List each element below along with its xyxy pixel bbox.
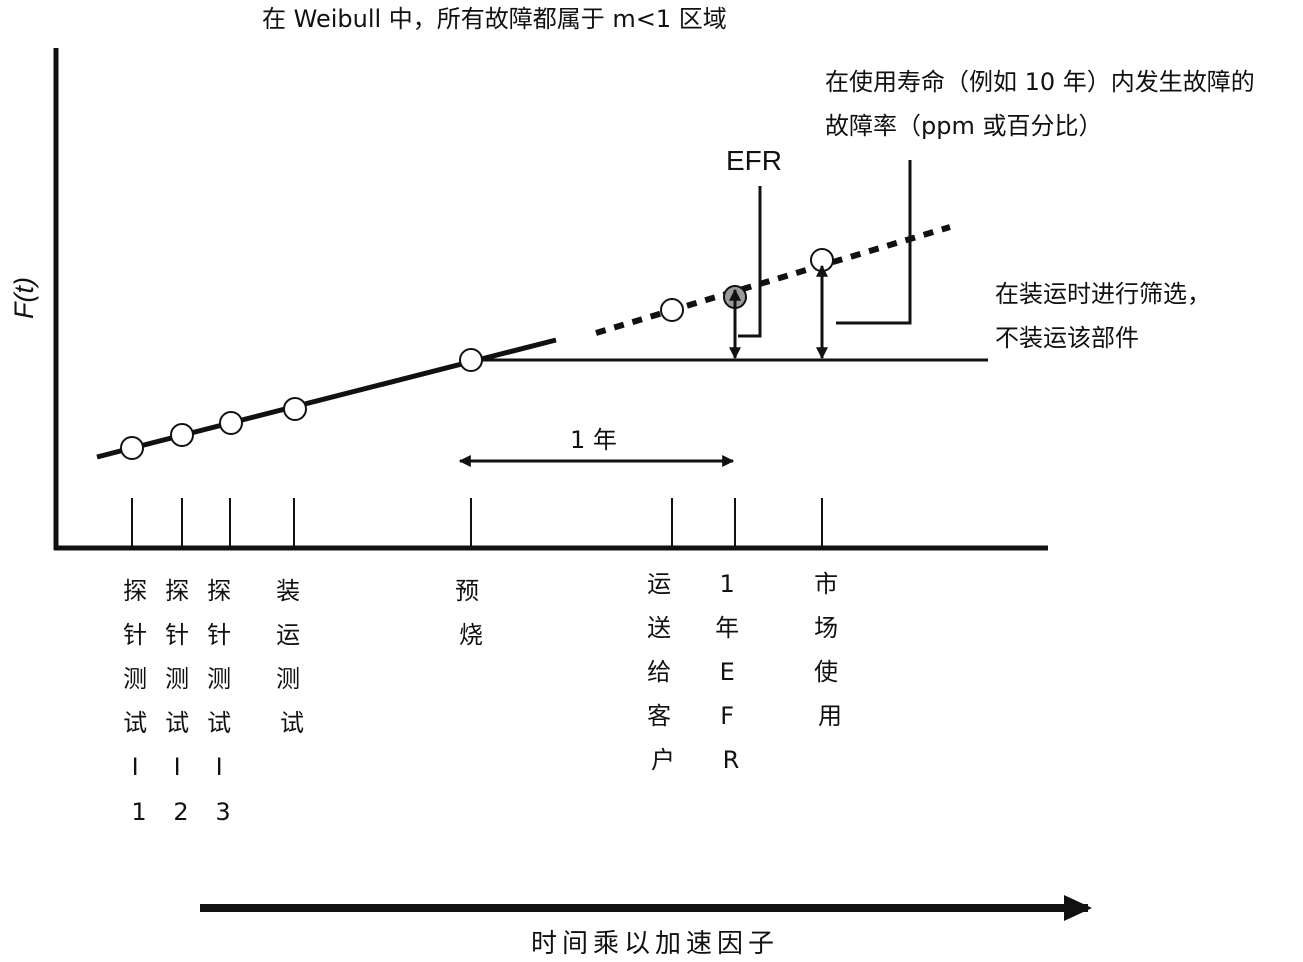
efr-label: EFR	[726, 145, 782, 176]
time-arrow-head	[1064, 895, 1092, 921]
milestone-label-ship-customer: 运 送 给 客 户	[647, 570, 679, 774]
y-axis-label: F(t)	[9, 277, 39, 319]
efr-bracket	[738, 186, 762, 338]
data-point-burn-in	[459, 348, 483, 372]
milestone-labels: 探 针 测 试 Ⅰ 1 探 针 测 试 Ⅰ 2 探 针 测 试 Ⅰ 3 装 运 …	[123, 570, 846, 826]
milestone-label-probe-3: 探 针 测 试 Ⅰ 3	[207, 577, 239, 826]
milestone-label-probe-2: 探 针 测 试 Ⅰ 2	[165, 577, 197, 826]
rate-annotation-line-1: 在使用寿命（例如 10 年）内发生故障的	[825, 68, 1255, 96]
data-point-probe-2	[170, 423, 194, 447]
milestone-label-efr: 1 年 E F R	[715, 570, 747, 774]
top-annotation: 在 Weibull 中，所有故障都属于 m<1 区域	[262, 5, 727, 33]
milestone-label-probe-1: 探 针 测 试 Ⅰ 1	[123, 577, 155, 826]
data-point-ship-customer	[660, 298, 684, 322]
one-year-label: 1 年	[570, 426, 617, 454]
rate-bracket	[836, 160, 912, 325]
screening-annotation-line-1: 在装运时进行筛选，	[995, 280, 1211, 308]
milestone-label-shipping: 装 运 测 试	[276, 577, 308, 737]
data-point-shipping	[283, 397, 307, 421]
solid-fit-line	[96, 337, 557, 460]
dashed-extrapolation-line	[595, 224, 951, 336]
rate-annotation-line-2: 故障率（ppm 或百分比）	[825, 112, 1102, 140]
data-point-probe-3	[219, 411, 243, 435]
milestone-label-field: 市 场 使 用	[814, 570, 846, 730]
x-axis-label: 时间乘以加速因子	[531, 929, 779, 959]
screening-annotation-line-2: 不装运该部件	[995, 324, 1139, 352]
milestone-label-burn-in: 预 烧	[455, 577, 487, 649]
data-point-probe-1	[120, 436, 144, 460]
